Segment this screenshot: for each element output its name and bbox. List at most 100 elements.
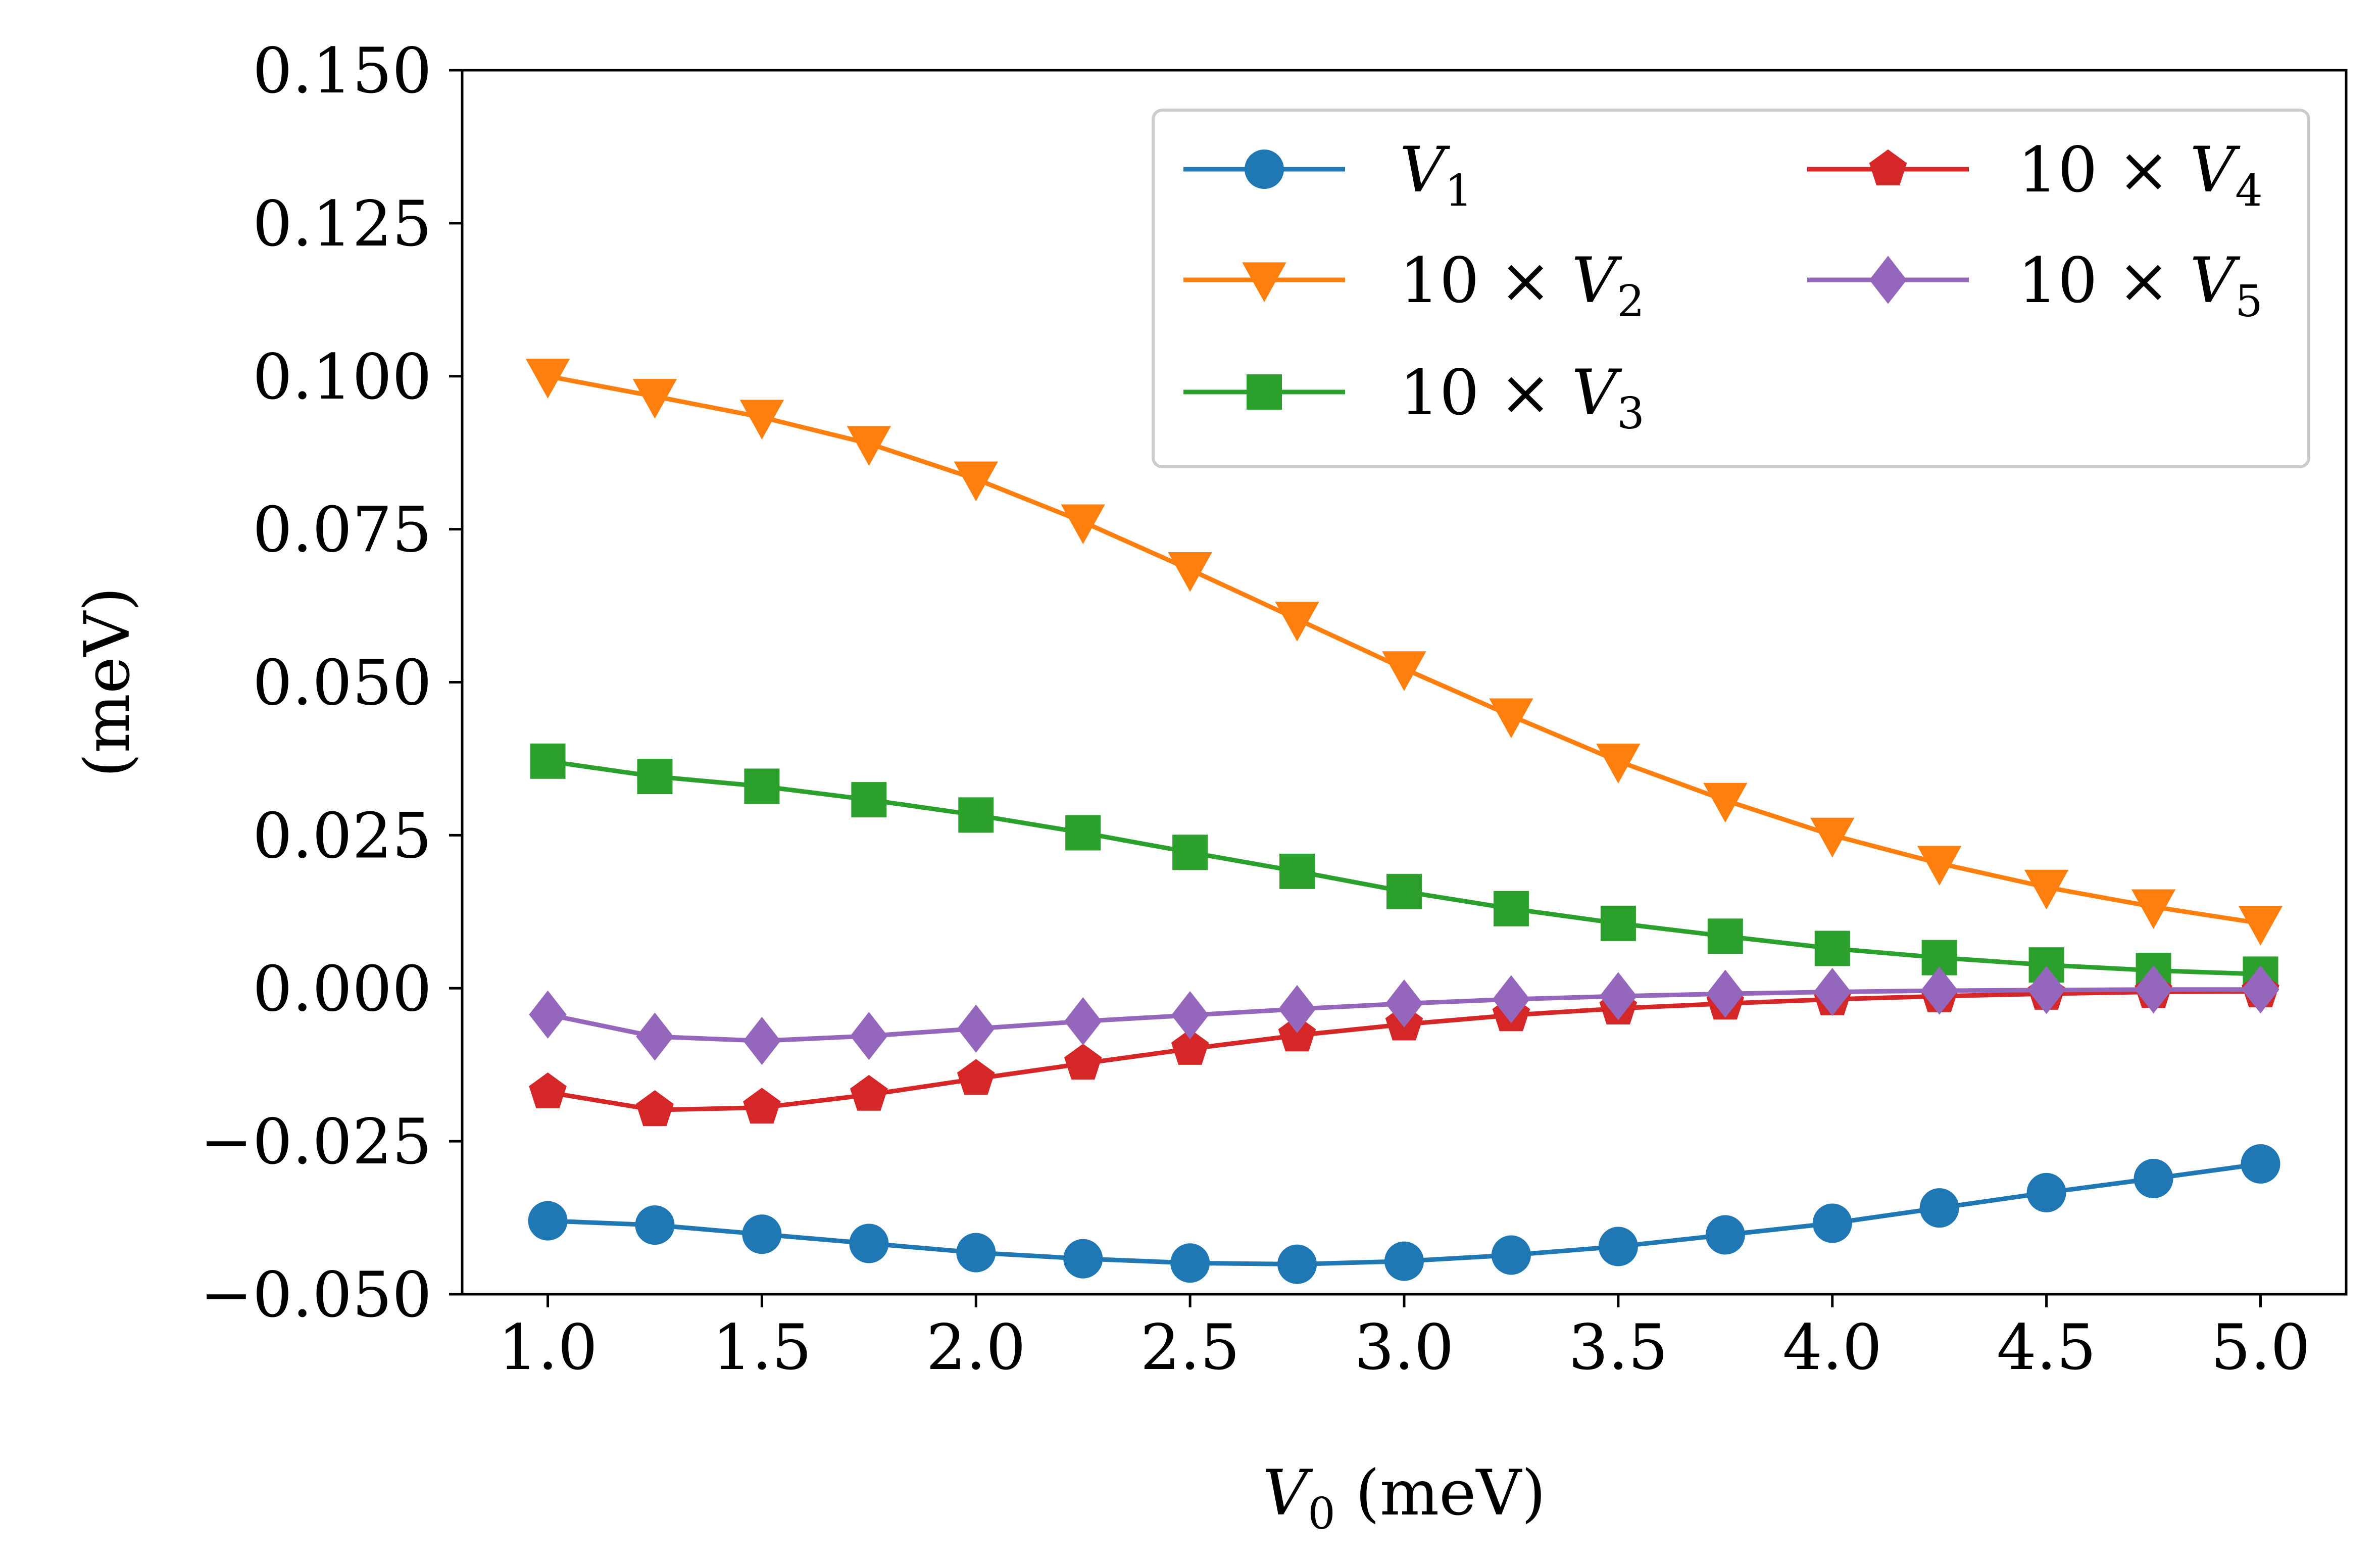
data-point <box>529 990 567 1039</box>
data-point <box>637 759 673 795</box>
data-point <box>957 1004 995 1053</box>
data-point <box>850 1012 888 1060</box>
x-axis-label-subscript: 0 <box>1308 1489 1335 1539</box>
legend-label: V1 <box>1400 134 1472 216</box>
data-point <box>1170 1243 1210 1283</box>
legend-box <box>1152 109 2310 468</box>
data-point <box>635 1205 675 1245</box>
data-point <box>954 461 998 502</box>
data-point <box>1489 698 1533 739</box>
data-point <box>1061 504 1105 545</box>
data-point <box>2026 1172 2066 1212</box>
legend-label: 10 × V2 <box>1400 244 1645 327</box>
data-point <box>744 768 780 804</box>
legend-label-prefix: 10 × <box>2018 244 2190 317</box>
series-5 <box>529 965 2279 1065</box>
legend-label-symbol: V <box>1400 134 1451 207</box>
data-point <box>1064 997 1102 1046</box>
data-point <box>2241 1144 2280 1184</box>
x-tick-label: 4.5 <box>1997 1311 2096 1384</box>
legend-label-prefix: 10 × <box>1400 357 1572 429</box>
x-tick-label: 4.0 <box>1782 1311 1882 1384</box>
x-tick-label: 5.0 <box>2211 1311 2310 1384</box>
y-tick-label: −0.050 <box>200 1259 432 1332</box>
data-point <box>1065 815 1101 851</box>
data-point <box>1812 1203 1852 1243</box>
y-tick-label: 0.125 <box>253 188 432 261</box>
data-point <box>2028 947 2064 983</box>
legend-label-subscript: 5 <box>2235 276 2263 327</box>
legend-label-subscript: 3 <box>1617 388 1645 439</box>
data-point <box>1705 1215 1745 1255</box>
data-point <box>850 1074 888 1111</box>
x-tick-label: 3.0 <box>1354 1311 1454 1384</box>
data-point <box>1278 1015 1316 1052</box>
y-tick-label: 0.150 <box>253 35 432 108</box>
data-point <box>2238 906 2283 946</box>
series-2 <box>525 359 2283 946</box>
data-point <box>1707 918 1743 954</box>
data-point <box>1917 846 1962 886</box>
data-point <box>1277 1244 1317 1284</box>
data-point <box>1596 744 1641 784</box>
legend-label-prefix: 10 × <box>2018 134 2190 207</box>
legend-label: 10 × V4 <box>2018 134 2263 216</box>
legend-label: 10 × V3 <box>1400 357 1645 439</box>
data-point <box>847 426 891 466</box>
data-point <box>1703 782 1748 823</box>
data-series <box>525 359 2283 1284</box>
data-point <box>958 797 994 833</box>
series-1 <box>528 1144 2280 1284</box>
data-point <box>1920 966 1958 1015</box>
y-tick-label: 0.025 <box>253 800 432 872</box>
legend-marker <box>1245 150 1284 189</box>
legend-entry: 10 × V2 <box>1183 244 1645 327</box>
data-point <box>743 1088 781 1124</box>
plot-frame <box>461 69 2348 1296</box>
x-tick-label: 2.5 <box>1141 1311 1240 1384</box>
legend-label-symbol: V <box>1572 357 1623 429</box>
data-point <box>1064 1044 1102 1080</box>
y-tick-label: 0.100 <box>253 341 432 414</box>
legend-marker <box>1247 374 1282 410</box>
legend-entry: 10 × V4 <box>1807 134 2263 216</box>
data-point <box>1278 985 1316 1034</box>
y-tick-label: 0.050 <box>253 647 432 720</box>
data-point <box>849 1224 889 1263</box>
legend-entry: V1 <box>1183 134 1472 216</box>
data-point <box>1814 931 1850 966</box>
axis-ticks: 1.0 1.5 2.0 2.5 3.0 3.5 4.0 4.5 5.0 −0.050 −0.025 0… <box>200 35 2310 1384</box>
data-point <box>1171 991 1209 1040</box>
legend-label-symbol: V <box>1572 244 1623 317</box>
data-point <box>1813 967 1851 1016</box>
data-point <box>1706 969 1744 1018</box>
legend-marker <box>1869 149 1907 185</box>
data-point <box>2131 889 2176 930</box>
data-point <box>1386 873 1422 909</box>
data-point <box>1384 1241 1424 1281</box>
data-point <box>1382 651 1426 691</box>
data-point <box>1385 979 1423 1028</box>
data-point <box>2135 965 2172 1014</box>
legend-label: 10 × V5 <box>2018 244 2263 327</box>
legend-label-prefix: 10 × <box>1400 244 1572 317</box>
data-point <box>2024 869 2069 910</box>
x-axis-label: V0 (meV) <box>1263 1457 1546 1539</box>
data-point <box>525 359 570 399</box>
data-point <box>1810 817 1855 858</box>
series-3 <box>530 743 2278 992</box>
legend-label-subscript: 4 <box>2235 166 2263 216</box>
data-point <box>742 1214 782 1254</box>
y-tick-label: 0.000 <box>253 953 432 1025</box>
data-point <box>1492 975 1530 1023</box>
x-tick-label: 1.0 <box>498 1311 598 1384</box>
data-point <box>632 379 677 419</box>
legend-label-subscript: 2 <box>1617 276 1645 327</box>
data-point <box>636 1090 674 1127</box>
y-tick-label: −0.025 <box>200 1106 432 1179</box>
data-point <box>1919 1188 1959 1228</box>
legend-marker <box>1242 262 1286 303</box>
data-point <box>1279 853 1315 889</box>
